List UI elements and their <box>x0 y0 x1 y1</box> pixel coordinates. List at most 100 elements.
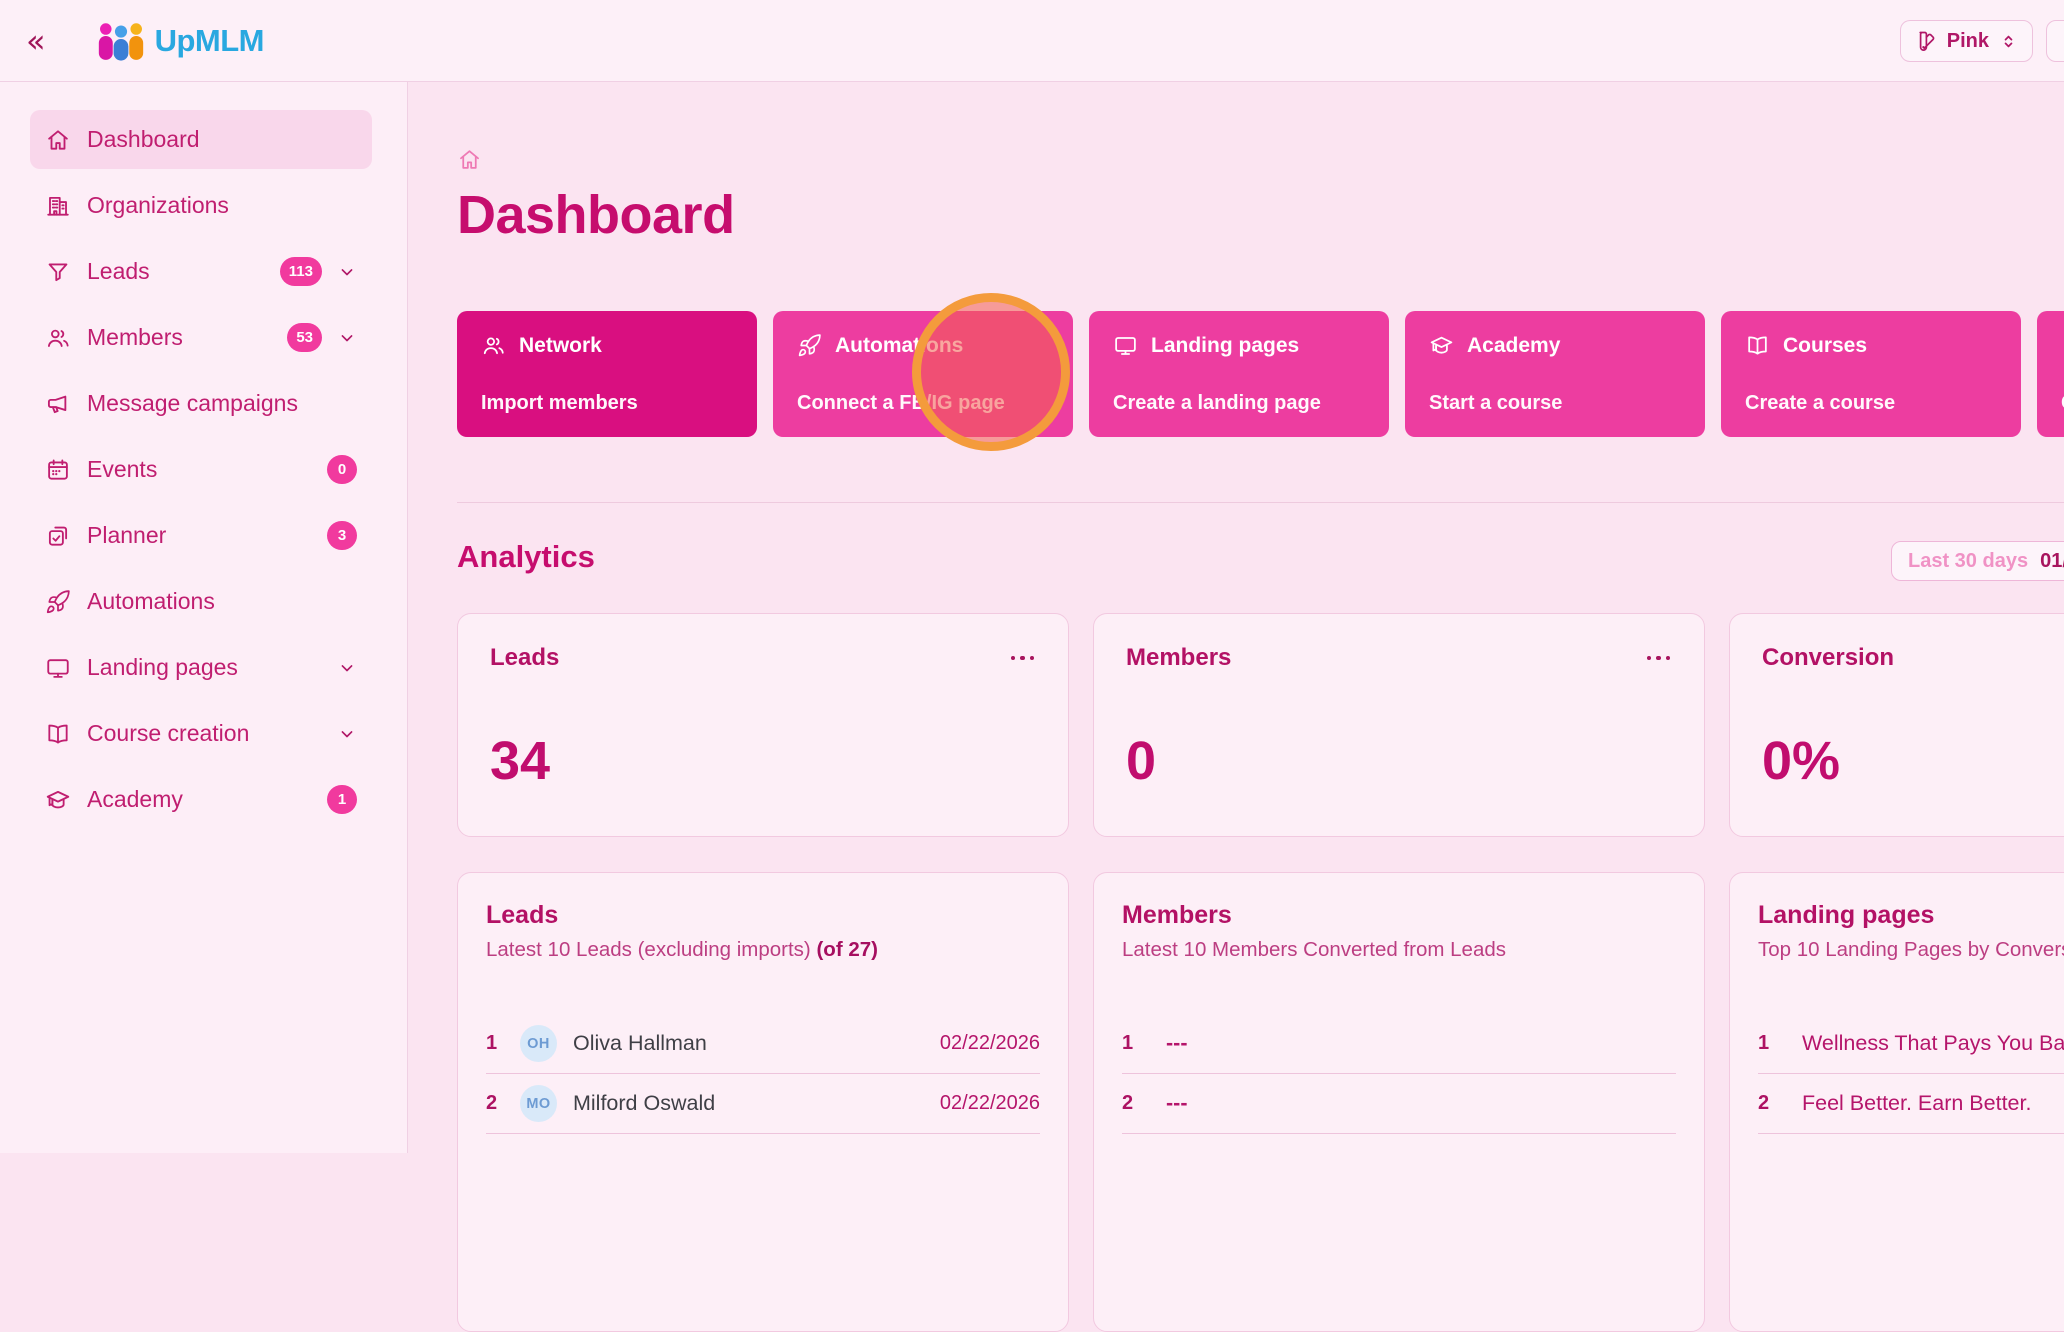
stat-title: Members <box>1126 644 1232 671</box>
stat-title: Leads <box>490 644 560 671</box>
list-subtitle-text: Latest 10 Leads (excluding imports) <box>486 938 811 961</box>
users-icon <box>481 333 506 358</box>
quick-action-partial[interactable]: C <box>2037 311 2064 437</box>
quick-action-subtitle: Create a course <box>1745 392 1896 414</box>
rocket-icon <box>797 333 822 358</box>
sidebar-item-message-campaigns[interactable]: Message campaigns <box>30 374 372 433</box>
sidebar-item-label: Automations <box>87 588 215 614</box>
analytics-stats-row: Leads 34 Members 0 Conversion 0% <box>457 613 2064 837</box>
row-number: 2 <box>486 1092 498 1114</box>
list-title: Landing pages <box>1758 901 1935 929</box>
chevron-up-down-icon <box>1998 31 2019 52</box>
theme-select-value: Pink <box>1946 29 1989 52</box>
sidebar-item-label: Landing pages <box>87 654 238 680</box>
app-name: UpMLM <box>154 22 265 58</box>
members-list-card: Members Latest 10 Members Converted from… <box>1093 872 1705 1332</box>
row-number: 2 <box>1758 1092 1770 1114</box>
list-item[interactable]: 2 Feel Better. Earn Better. <box>1758 1074 2064 1134</box>
app-logo: UpMLM <box>96 21 264 61</box>
row-number: 1 <box>486 1032 498 1054</box>
member-name: --- <box>1166 1031 1188 1055</box>
sidebar-item-label: Events <box>87 456 158 482</box>
chevron-down-icon[interactable] <box>337 262 357 282</box>
stat-value: 0% <box>1762 731 1841 791</box>
list-rows: 1 --- 2 --- <box>1122 1014 1676 1134</box>
list-rows: 1 Wellness That Pays You Back 2 Feel Bet… <box>1758 1014 2064 1134</box>
quick-action-landing-pages[interactable]: Landing pages Create a landing page <box>1089 311 1389 437</box>
chevron-down-icon[interactable] <box>337 658 357 678</box>
sidebar-item-events[interactable]: Events 0 <box>30 440 372 499</box>
landing-pages-list-card: Landing pages Top 10 Landing Pages by Co… <box>1729 872 2064 1332</box>
lead-name: Milford Oswald <box>573 1091 716 1115</box>
quick-action-subtitle: Create a landing page <box>1113 392 1321 414</box>
count-badge: 3 <box>327 521 357 550</box>
list-item[interactable]: 1 --- <box>1122 1014 1676 1074</box>
list-title: Members <box>1122 901 1232 929</box>
leads-list-card: Leads Latest 10 Leads (excluding imports… <box>457 872 1069 1332</box>
quick-action-network[interactable]: Network Import members <box>457 311 757 437</box>
color-swatch-icon <box>1914 29 1938 53</box>
sidebar-item-label: Academy <box>87 786 183 812</box>
sidebar-item-label: Message campaigns <box>87 390 298 416</box>
date-range-preset: Last 30 days <box>1908 549 2029 572</box>
stat-card-conversion: Conversion 0% <box>1729 613 2064 837</box>
lists-row: Leads Latest 10 Leads (excluding imports… <box>457 872 2064 1332</box>
date-range-value: 01/2 <box>2040 549 2064 572</box>
list-subtitle: Latest 10 Members Converted from Leads <box>1122 938 1676 962</box>
quick-action-courses[interactable]: Courses Create a course <box>1721 311 2021 437</box>
chevron-down-icon[interactable] <box>337 328 357 348</box>
header-extra-button[interactable] <box>2046 20 2064 62</box>
theme-select[interactable]: Pink <box>1899 20 2033 62</box>
card-menu-button[interactable] <box>1009 650 1037 667</box>
home-icon <box>45 127 71 153</box>
sidebar-item-organizations[interactable]: Organizations <box>30 176 372 235</box>
page-title: Dashboard <box>457 185 735 245</box>
monitor-icon <box>45 655 71 681</box>
book-open-icon <box>45 721 71 747</box>
quick-action-subtitle: Start a course <box>1429 392 1563 414</box>
sidebar-item-members[interactable]: Members 53 <box>30 308 372 367</box>
list-subtitle-bold: (of 27) <box>816 938 878 961</box>
quick-action-title: Network <box>519 333 602 357</box>
list-item[interactable]: 2 --- <box>1122 1074 1676 1134</box>
breadcrumb-home-icon[interactable] <box>457 147 482 172</box>
avatar: OH <box>520 1025 557 1062</box>
list-item[interactable]: 1 OH Oliva Hallman 02/22/2026 <box>486 1014 1040 1074</box>
stat-title: Conversion <box>1762 644 1895 671</box>
row-number: 2 <box>1122 1092 1134 1114</box>
sidebar-item-dashboard[interactable]: Dashboard <box>30 110 372 169</box>
quick-action-academy[interactable]: Academy Start a course <box>1405 311 1705 437</box>
sidebar-item-course-creation[interactable]: Course creation <box>30 704 372 763</box>
sidebar-collapse-button[interactable]: « <box>26 21 46 60</box>
list-item[interactable]: 1 Wellness That Pays You Back <box>1758 1014 2064 1074</box>
sidebar-item-automations[interactable]: Automations <box>30 572 372 631</box>
quick-action-subtitle: Import members <box>481 392 638 414</box>
sidebar: Dashboard Organizations Leads 113 Member… <box>0 82 408 1153</box>
sidebar-item-planner[interactable]: Planner 3 <box>30 506 372 565</box>
list-subtitle: Top 10 Landing Pages by Conversion <box>1758 938 2064 962</box>
list-subtitle: Latest 10 Leads (excluding imports) (of … <box>486 938 1040 962</box>
list-item[interactable]: 2 MO Milford Oswald 02/22/2026 <box>486 1074 1040 1134</box>
sidebar-item-label: Organizations <box>87 192 229 218</box>
calendar-icon <box>45 457 71 483</box>
sidebar-item-landing-pages[interactable]: Landing pages <box>30 638 372 697</box>
quick-action-title: Automations <box>835 333 964 357</box>
date-range-picker[interactable]: Last 30 days 01/2 <box>1891 541 2064 581</box>
chevron-down-icon[interactable] <box>337 724 357 744</box>
quick-action-automations[interactable]: Automations Connect a FB/IG page <box>773 311 1073 437</box>
stat-value: 34 <box>490 731 551 791</box>
section-divider <box>457 502 2064 503</box>
member-name: --- <box>1166 1091 1188 1115</box>
funnel-icon <box>45 259 71 285</box>
list-subtitle-text: Top 10 Landing Pages by Conversion <box>1758 938 2064 961</box>
quick-action-title: Landing pages <box>1151 333 1300 357</box>
quick-actions-row: Network Import members Automations Conne… <box>457 311 2064 437</box>
quick-action-title: Academy <box>1467 333 1561 357</box>
sidebar-item-leads[interactable]: Leads 113 <box>30 242 372 301</box>
quick-action-subtitle: Connect a FB/IG page <box>797 392 1005 414</box>
stat-value: 0 <box>1126 731 1157 791</box>
sidebar-item-academy[interactable]: Academy 1 <box>30 770 372 829</box>
app-body: Dashboard Organizations Leads 113 Member… <box>0 82 2064 1332</box>
card-menu-button[interactable] <box>1645 650 1673 667</box>
